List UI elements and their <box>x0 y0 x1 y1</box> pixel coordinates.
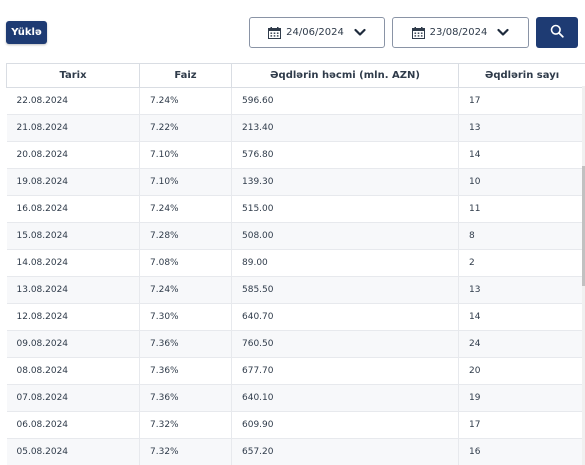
cell-count: 2 <box>458 249 585 277</box>
date-from-value: 24/06/2024 <box>286 27 344 38</box>
cell-rate: 7.10% <box>139 141 232 169</box>
cell-date: 22.08.2024 <box>6 87 140 115</box>
cell-rate: 7.24% <box>139 195 232 223</box>
cell-date: 09.08.2024 <box>6 330 140 358</box>
cell-volume: 657.20 <box>231 438 459 465</box>
cell-count: 16 <box>458 438 585 465</box>
date-to-picker[interactable]: 23/08/2024 <box>392 17 529 48</box>
table-row: 16.08.2024 7.24% 515.00 11 <box>6 195 585 223</box>
column-header-count[interactable]: Əqdlərin sayı <box>458 63 585 88</box>
repo-table-container: Tarix Faiz Əqdlərin həcmi (mln. AZN) Əqd… <box>6 63 585 465</box>
cell-rate: 7.08% <box>139 249 232 277</box>
table-row: 14.08.2024 7.08% 89.00 2 <box>6 249 585 277</box>
cell-count: 17 <box>458 411 585 439</box>
cell-date: 05.08.2024 <box>6 438 140 465</box>
cell-rate: 7.36% <box>139 357 232 385</box>
cell-count: 14 <box>458 303 585 331</box>
cell-date: 21.08.2024 <box>6 114 140 142</box>
table-row: 19.08.2024 7.10% 139.30 10 <box>6 168 585 196</box>
column-header-rate[interactable]: Faiz <box>139 63 232 88</box>
cell-volume: 515.00 <box>231 195 459 223</box>
calendar-icon <box>268 26 282 39</box>
table-row: 06.08.2024 7.32% 609.90 17 <box>6 411 585 439</box>
cell-date: 19.08.2024 <box>6 168 140 196</box>
table-row: 15.08.2024 7.28% 508.00 8 <box>6 222 585 250</box>
chevron-down-icon <box>497 28 509 37</box>
table-row: 09.08.2024 7.36% 760.50 24 <box>6 330 585 358</box>
table-row: 20.08.2024 7.10% 576.80 14 <box>6 141 585 169</box>
cell-count: 13 <box>458 114 585 142</box>
cell-rate: 7.36% <box>139 330 232 358</box>
cell-date: 07.08.2024 <box>6 384 140 412</box>
table-row: 08.08.2024 7.36% 677.70 20 <box>6 357 585 385</box>
cell-rate: 7.22% <box>139 114 232 142</box>
cell-count: 20 <box>458 357 585 385</box>
cell-date: 20.08.2024 <box>6 141 140 169</box>
scrollbar-thumb[interactable] <box>582 166 585 286</box>
column-header-date[interactable]: Tarix <box>6 63 140 88</box>
cell-volume: 640.70 <box>231 303 459 331</box>
date-from-picker[interactable]: 24/06/2024 <box>249 17 385 48</box>
cell-volume: 213.40 <box>231 114 459 142</box>
cell-volume: 677.70 <box>231 357 459 385</box>
cell-rate: 7.30% <box>139 303 232 331</box>
cell-rate: 7.24% <box>139 87 232 115</box>
scrollbar[interactable] <box>582 86 585 465</box>
cell-count: 8 <box>458 222 585 250</box>
cell-volume: 640.10 <box>231 384 459 412</box>
cell-date: 08.08.2024 <box>6 357 140 385</box>
cell-date: 13.08.2024 <box>6 276 140 304</box>
download-button[interactable]: Yüklə <box>6 21 47 44</box>
cell-count: 19 <box>458 384 585 412</box>
cell-volume: 576.80 <box>231 141 459 169</box>
cell-rate: 7.36% <box>139 384 232 412</box>
cell-volume: 508.00 <box>231 222 459 250</box>
cell-volume: 760.50 <box>231 330 459 358</box>
table-row: 05.08.2024 7.32% 657.20 16 <box>6 438 585 465</box>
table-header-row: Tarix Faiz Əqdlərin həcmi (mln. AZN) Əqd… <box>6 63 585 88</box>
cell-rate: 7.32% <box>139 411 232 439</box>
cell-volume: 596.60 <box>231 87 459 115</box>
table-row: 22.08.2024 7.24% 596.60 17 <box>6 87 585 115</box>
table-row: 12.08.2024 7.30% 640.70 14 <box>6 303 585 331</box>
search-button[interactable] <box>536 17 578 48</box>
cell-rate: 7.28% <box>139 222 232 250</box>
cell-date: 06.08.2024 <box>6 411 140 439</box>
cell-count: 14 <box>458 141 585 169</box>
chevron-down-icon <box>354 28 366 37</box>
cell-volume: 585.50 <box>231 276 459 304</box>
cell-date: 16.08.2024 <box>6 195 140 223</box>
cell-date: 14.08.2024 <box>6 249 140 277</box>
calendar-icon <box>411 26 425 39</box>
cell-rate: 7.10% <box>139 168 232 196</box>
cell-count: 17 <box>458 87 585 115</box>
cell-rate: 7.24% <box>139 276 232 304</box>
cell-date: 12.08.2024 <box>6 303 140 331</box>
table-row: 13.08.2024 7.24% 585.50 13 <box>6 276 585 304</box>
cell-count: 11 <box>458 195 585 223</box>
cell-count: 10 <box>458 168 585 196</box>
cell-count: 24 <box>458 330 585 358</box>
column-header-volume[interactable]: Əqdlərin həcmi (mln. AZN) <box>231 63 459 88</box>
repo-table: Tarix Faiz Əqdlərin həcmi (mln. AZN) Əqd… <box>6 63 585 465</box>
cell-count: 13 <box>458 276 585 304</box>
search-icon <box>550 23 564 42</box>
cell-volume: 139.30 <box>231 168 459 196</box>
table-row: 07.08.2024 7.36% 640.10 19 <box>6 384 585 412</box>
date-to-value: 23/08/2024 <box>429 27 488 38</box>
cell-rate: 7.32% <box>139 438 232 465</box>
cell-date: 15.08.2024 <box>6 222 140 250</box>
table-row: 21.08.2024 7.22% 213.40 13 <box>6 114 585 142</box>
cell-volume: 89.00 <box>231 249 459 277</box>
cell-volume: 609.90 <box>231 411 459 439</box>
